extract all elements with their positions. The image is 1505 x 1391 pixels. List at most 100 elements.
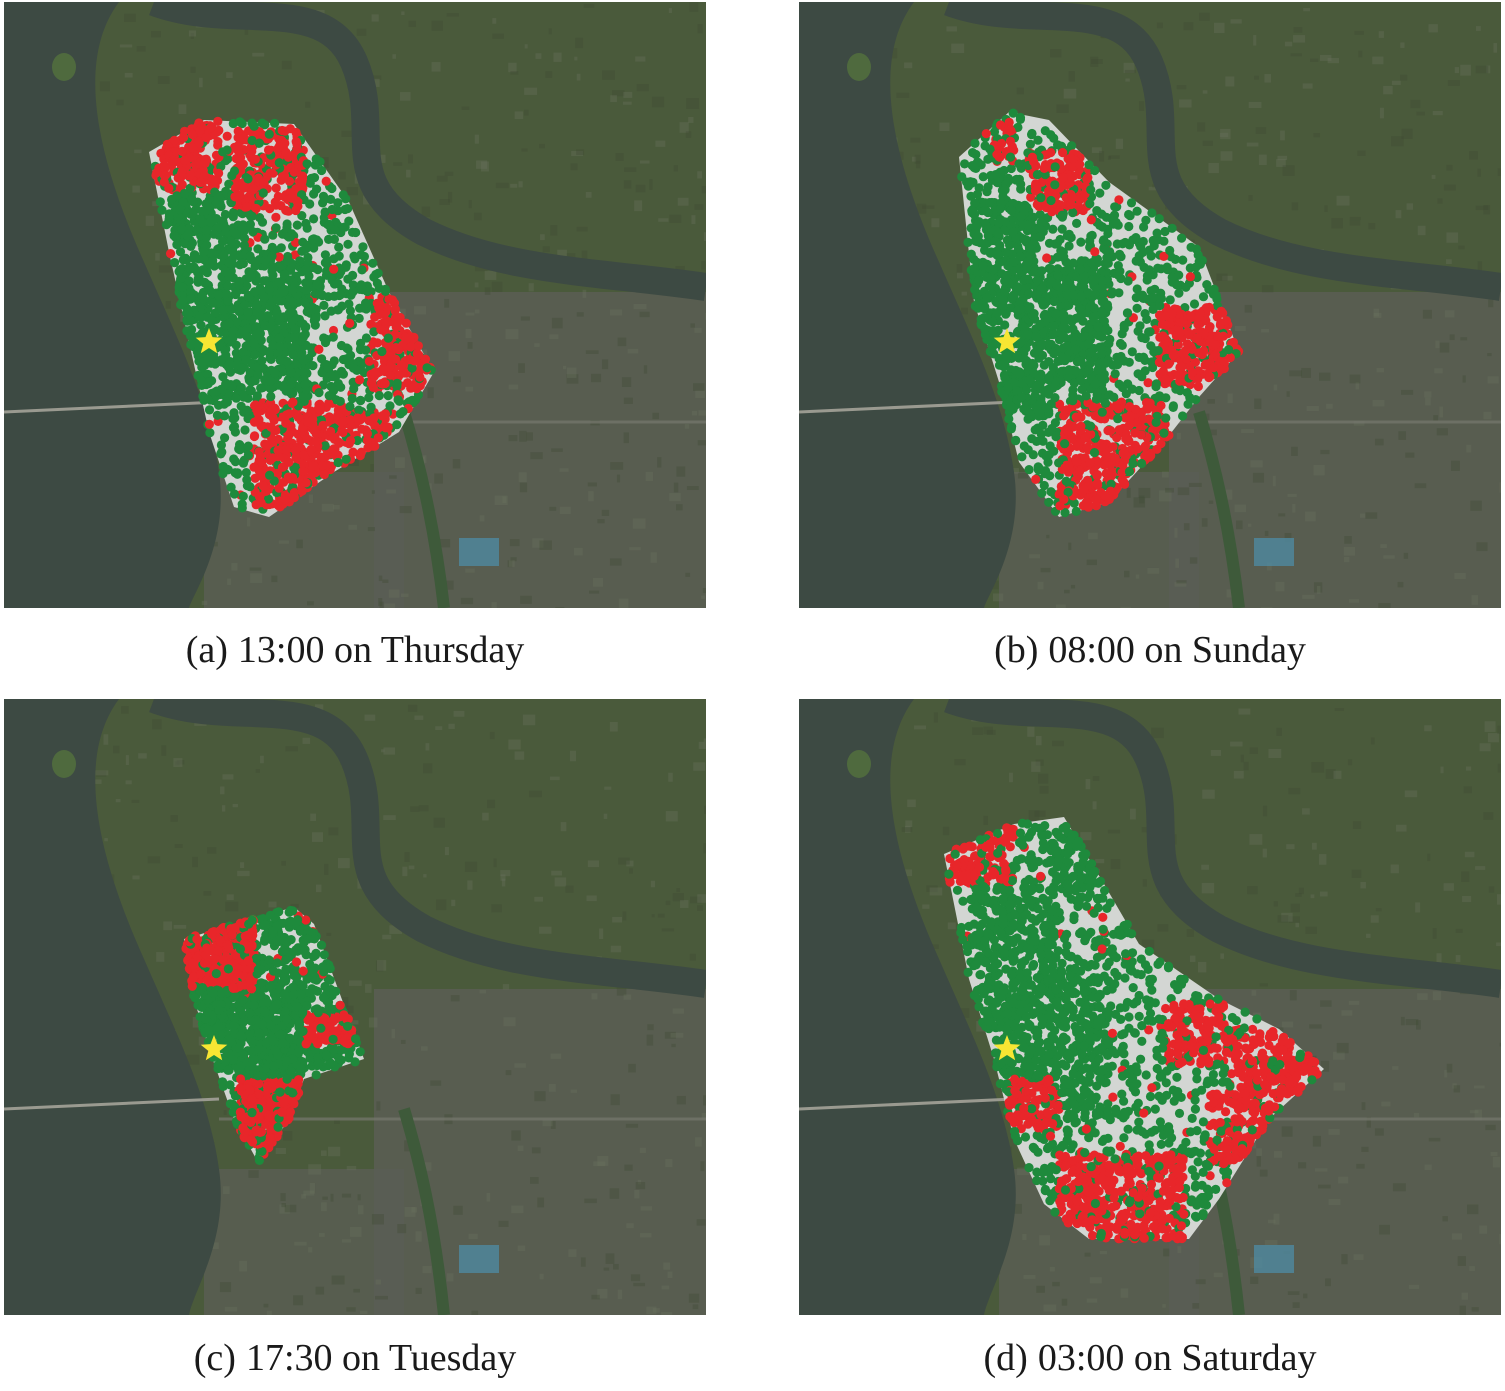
red-point: [1076, 421, 1086, 431]
green-point: [204, 405, 215, 415]
green-point: [1061, 476, 1071, 486]
green-point: [327, 183, 337, 194]
green-point: [985, 281, 995, 291]
red-point: [250, 473, 260, 483]
green-point: [188, 197, 198, 207]
red-point: [1091, 494, 1101, 504]
green-point: [266, 384, 276, 394]
red-point: [338, 427, 348, 438]
green-point: [1132, 206, 1142, 216]
red-point: [287, 473, 298, 483]
red-point: [1159, 251, 1169, 261]
red-point: [382, 303, 392, 313]
red-point: [380, 378, 390, 389]
red-point: [159, 170, 169, 180]
green-point: [1050, 162, 1060, 172]
red-point: [1199, 329, 1209, 339]
green-point: [209, 229, 219, 239]
red-point: [179, 132, 189, 142]
red-point: [319, 469, 329, 480]
green-point: [1198, 292, 1209, 302]
red-point: [338, 416, 348, 426]
demand-points-c: [181, 905, 365, 1165]
green-point: [1000, 320, 1010, 330]
red-point: [186, 170, 196, 180]
green-point: [1060, 439, 1070, 449]
red-point: [1114, 425, 1124, 435]
green-point: [356, 343, 366, 354]
red-point: [266, 422, 276, 432]
red-point: [1099, 460, 1109, 470]
green-point: [1011, 175, 1021, 185]
green-point: [1109, 392, 1119, 402]
star-icon: [993, 328, 1021, 354]
green-point: [349, 251, 359, 261]
green-point: [1063, 487, 1073, 497]
green-point: [256, 383, 266, 393]
green-point: [297, 211, 307, 221]
green-point: [279, 270, 289, 280]
green-point: [1008, 108, 1018, 118]
green-point: [282, 219, 292, 229]
green-point: [228, 325, 238, 335]
red-point: [263, 145, 274, 155]
green-point: [1090, 275, 1100, 285]
green-point: [1148, 235, 1158, 246]
green-point: [374, 391, 384, 401]
green-point: [175, 204, 185, 214]
green-point: [1085, 199, 1095, 209]
green-point: [228, 212, 238, 222]
red-point: [333, 410, 343, 421]
green-point: [287, 296, 297, 307]
green-point: [1002, 235, 1012, 245]
green-point: [226, 335, 236, 346]
red-point: [1182, 339, 1192, 349]
green-point: [172, 240, 182, 250]
green-point: [327, 204, 337, 215]
green-point: [317, 291, 327, 301]
green-point: [1083, 339, 1093, 349]
green-point: [336, 382, 346, 392]
red-point: [1199, 346, 1209, 356]
green-point: [1132, 303, 1142, 313]
green-point: [319, 950, 329, 960]
red-point: [318, 420, 328, 430]
green-point: [978, 261, 988, 271]
green-point: [259, 276, 269, 286]
green-point: [260, 234, 270, 244]
green-point: [1009, 290, 1019, 300]
green-point: [198, 329, 208, 339]
red-point: [1187, 367, 1197, 377]
green-point: [268, 263, 278, 273]
red-point: [279, 413, 289, 423]
red-point: [1124, 421, 1134, 431]
green-point: [175, 265, 185, 275]
green-point: [1107, 287, 1117, 297]
green-point: [1030, 425, 1040, 435]
red-point: [356, 447, 366, 457]
green-point: [1092, 390, 1102, 400]
green-point: [229, 489, 239, 499]
green-point: [187, 208, 197, 218]
green-point: [338, 222, 348, 233]
green-point: [1049, 349, 1059, 359]
red-point: [222, 131, 232, 141]
green-point: [1000, 373, 1010, 383]
green-point: [184, 276, 194, 286]
red-point: [286, 193, 296, 203]
green-point: [1005, 152, 1016, 162]
green-point: [1127, 384, 1137, 394]
green-point: [313, 265, 323, 275]
red-point: [1176, 317, 1187, 327]
green-point: [1174, 270, 1184, 280]
green-point: [319, 300, 329, 310]
green-point: [1029, 348, 1040, 358]
green-point: [1068, 208, 1078, 218]
green-point: [206, 217, 216, 227]
red-point: [409, 356, 419, 366]
red-point: [996, 139, 1007, 149]
green-point: [998, 295, 1008, 305]
green-point: [341, 262, 351, 272]
green-point: [392, 420, 402, 430]
red-point: [1114, 195, 1124, 205]
